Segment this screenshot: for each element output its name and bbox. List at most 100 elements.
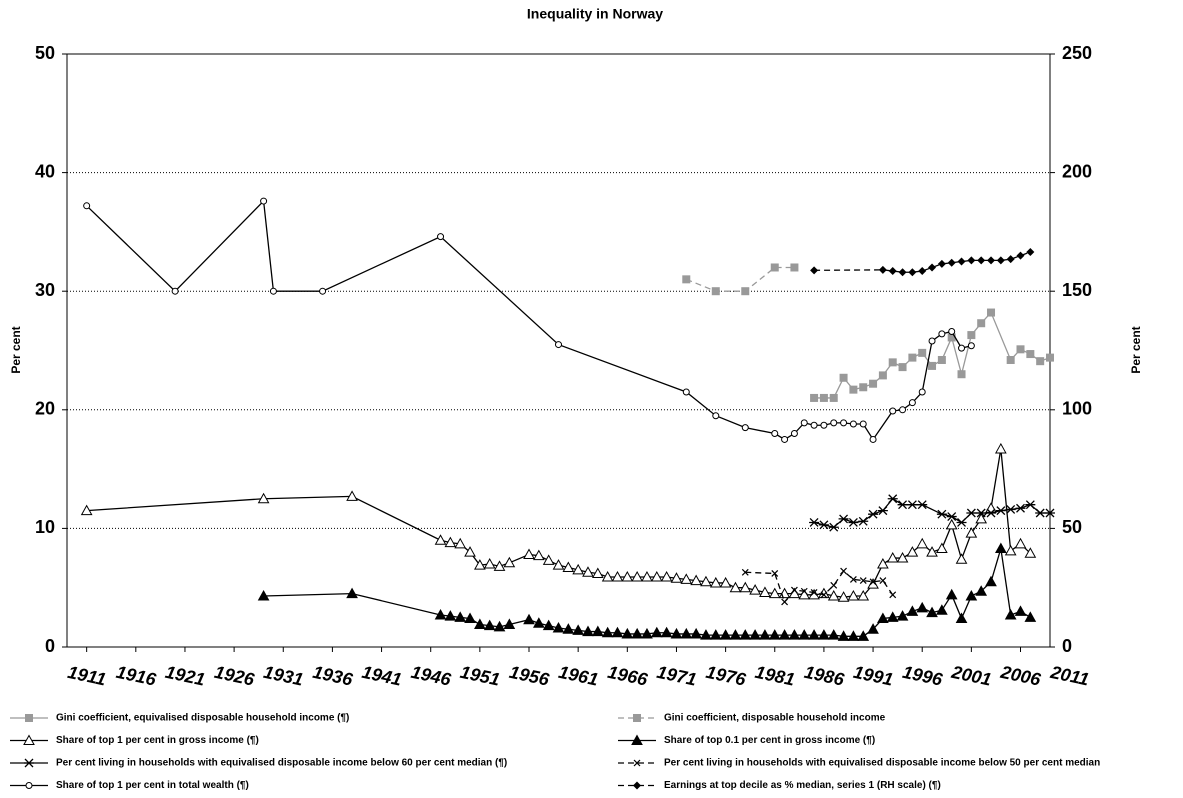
series-line [263, 548, 1031, 637]
data-point [849, 575, 857, 583]
data-point [712, 412, 720, 420]
data-point [1014, 537, 1027, 549]
data-point [827, 629, 840, 640]
data-point [582, 625, 594, 637]
data-point [269, 287, 277, 295]
data-point [700, 575, 712, 587]
data-point [542, 554, 555, 565]
data-point [319, 287, 327, 295]
series-line [86, 448, 1031, 598]
data-point [591, 567, 604, 578]
data-point [819, 393, 828, 402]
data-point [818, 520, 829, 530]
data-point [1006, 255, 1015, 264]
data-point [828, 522, 839, 532]
data-point [957, 370, 966, 379]
data-point [869, 435, 877, 443]
y2-tick-label: 200 [1062, 161, 1092, 181]
data-point [503, 556, 516, 568]
data-point [781, 435, 789, 443]
data-point [829, 393, 838, 402]
data-point [1025, 500, 1036, 510]
data-point [444, 536, 457, 548]
data-point [966, 508, 977, 518]
y-tick-label: 10 [35, 517, 55, 537]
data-point [709, 629, 722, 640]
data-point [1004, 544, 1017, 556]
data-point [601, 626, 614, 638]
data-point [631, 570, 643, 582]
data-point [928, 361, 937, 370]
data-point [937, 355, 946, 364]
data-point [690, 627, 702, 639]
x-tick-label: 1941 [360, 662, 403, 690]
data-point [926, 546, 938, 557]
x-tick-label: 1926 [213, 662, 257, 690]
series-line [86, 199, 972, 441]
data-point [956, 518, 967, 527]
plot-frame [66, 53, 1051, 648]
data-point [977, 319, 986, 328]
data-point [768, 629, 781, 640]
data-point [434, 608, 447, 620]
legend-label: Earnings at top decile as % median, seri… [664, 780, 941, 791]
data-point [1024, 547, 1037, 558]
x-tick-label: 1961 [557, 662, 600, 690]
data-point [869, 379, 878, 388]
data-point [80, 504, 93, 516]
data-point [346, 587, 358, 599]
data-point [690, 574, 702, 586]
data-point [582, 566, 594, 577]
x-tick-label: 1986 [803, 662, 847, 690]
data-point [868, 509, 879, 519]
data-point [987, 308, 996, 317]
data-point [967, 331, 976, 340]
data-point [837, 630, 850, 641]
data-point [916, 537, 929, 549]
data-point [928, 337, 936, 345]
data-point [906, 546, 919, 557]
legend-label: Gini coefficient, disposable household i… [664, 713, 886, 724]
data-point [682, 275, 691, 284]
legend-marker [24, 758, 34, 768]
x-tick-label: 1971 [655, 662, 698, 690]
y2-tick-label: 0 [1062, 636, 1072, 656]
data-point [257, 589, 270, 601]
data-point [709, 576, 722, 588]
data-point [878, 371, 887, 380]
data-point [790, 430, 798, 438]
x-tick-label: 1981 [753, 662, 796, 690]
data-point [552, 559, 565, 570]
data-point [926, 606, 938, 618]
data-point [985, 502, 997, 513]
data-point [790, 586, 798, 594]
data-point [995, 506, 1006, 516]
data-point [650, 570, 663, 582]
data-point [434, 534, 447, 545]
data-point [778, 629, 791, 640]
data-point [474, 618, 486, 629]
data-point [670, 627, 683, 639]
data-point [257, 492, 270, 504]
data-point [987, 256, 996, 265]
data-point [739, 629, 752, 640]
data-point [729, 629, 742, 640]
data-point [955, 553, 968, 564]
y2-axis-label: Per cent [1129, 326, 1143, 373]
data-point [888, 358, 897, 367]
data-point [947, 258, 956, 267]
data-point [611, 626, 624, 638]
data-point [809, 518, 820, 527]
data-point [847, 589, 860, 601]
data-point [888, 267, 897, 276]
data-point [958, 344, 966, 352]
data-point [680, 627, 693, 639]
data-point [936, 604, 948, 615]
data-point [849, 420, 857, 428]
x-tick-label: 1936 [311, 662, 355, 690]
data-point [660, 626, 673, 638]
data-point [1046, 353, 1054, 362]
data-point [700, 629, 712, 640]
data-point [899, 406, 907, 414]
